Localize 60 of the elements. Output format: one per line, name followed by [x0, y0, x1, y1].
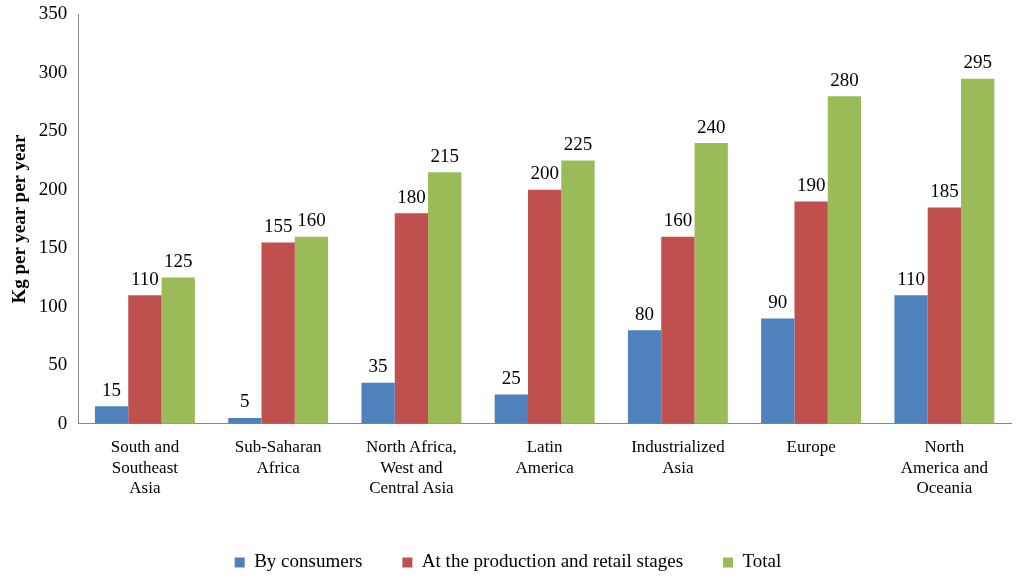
bar [261, 242, 295, 424]
bar [494, 394, 528, 424]
bar [827, 96, 862, 424]
y-tick-label: 250 [38, 119, 68, 141]
x-tick-label: Industrialized Asia [631, 437, 726, 477]
y-tick-label: 100 [38, 294, 68, 316]
bar [927, 207, 962, 424]
bar [794, 201, 828, 424]
bar [294, 236, 329, 424]
data-label: 190 [796, 174, 826, 196]
bar [128, 295, 162, 424]
data-label: 110 [131, 267, 159, 289]
legend-label: Total [742, 550, 782, 572]
bar [394, 213, 429, 424]
y-tick-label: 300 [38, 60, 68, 82]
bar [961, 78, 995, 424]
data-label: 215 [430, 144, 459, 166]
legend-label: By consumers [254, 550, 363, 572]
data-label: 15 [102, 378, 122, 400]
data-label: 160 [663, 209, 693, 231]
data-label: 185 [930, 179, 959, 201]
y-tick-label: 0 [57, 411, 68, 433]
x-tick-label: North America and Oceania [900, 437, 989, 498]
bar [428, 172, 462, 424]
bar [627, 330, 662, 424]
data-label: 225 [563, 133, 593, 155]
bar [94, 406, 129, 424]
bar [694, 143, 728, 424]
y-tick-label: 200 [38, 177, 68, 199]
data-label: 80 [635, 302, 655, 324]
x-tick-label: Europe [786, 437, 836, 457]
data-label: 280 [830, 68, 859, 90]
y-tick-label: 150 [38, 236, 68, 258]
y-axis-title: Kg per year per year [8, 134, 30, 304]
x-tick-label: South and Southeast Asia [110, 437, 180, 498]
data-label: 35 [368, 355, 388, 377]
legend-label: At the production and retail stages [421, 550, 684, 572]
data-label: 155 [263, 214, 293, 236]
data-label: 160 [297, 209, 326, 231]
bar [561, 160, 595, 424]
x-tick-label: Latin America [515, 437, 575, 477]
data-label: 90 [768, 291, 788, 313]
data-label: 25 [501, 367, 521, 389]
data-label: 200 [530, 162, 559, 184]
y-tick-label: 350 [38, 2, 68, 24]
data-label: 125 [163, 250, 193, 272]
bar [161, 277, 195, 424]
bar [761, 318, 795, 424]
x-tick-label: Sub-Saharan Africa [234, 437, 323, 477]
bar [894, 295, 928, 424]
data-label: 110 [897, 267, 925, 289]
bar [361, 382, 395, 424]
bar [528, 189, 562, 424]
bar [661, 236, 695, 424]
data-label: 295 [963, 51, 992, 73]
data-label: 240 [696, 115, 726, 137]
data-label: 5 [240, 390, 250, 412]
y-tick-label: 50 [48, 353, 68, 375]
data-label: 180 [397, 185, 426, 207]
x-tick-label: North Africa, West and Central Asia [366, 437, 457, 498]
